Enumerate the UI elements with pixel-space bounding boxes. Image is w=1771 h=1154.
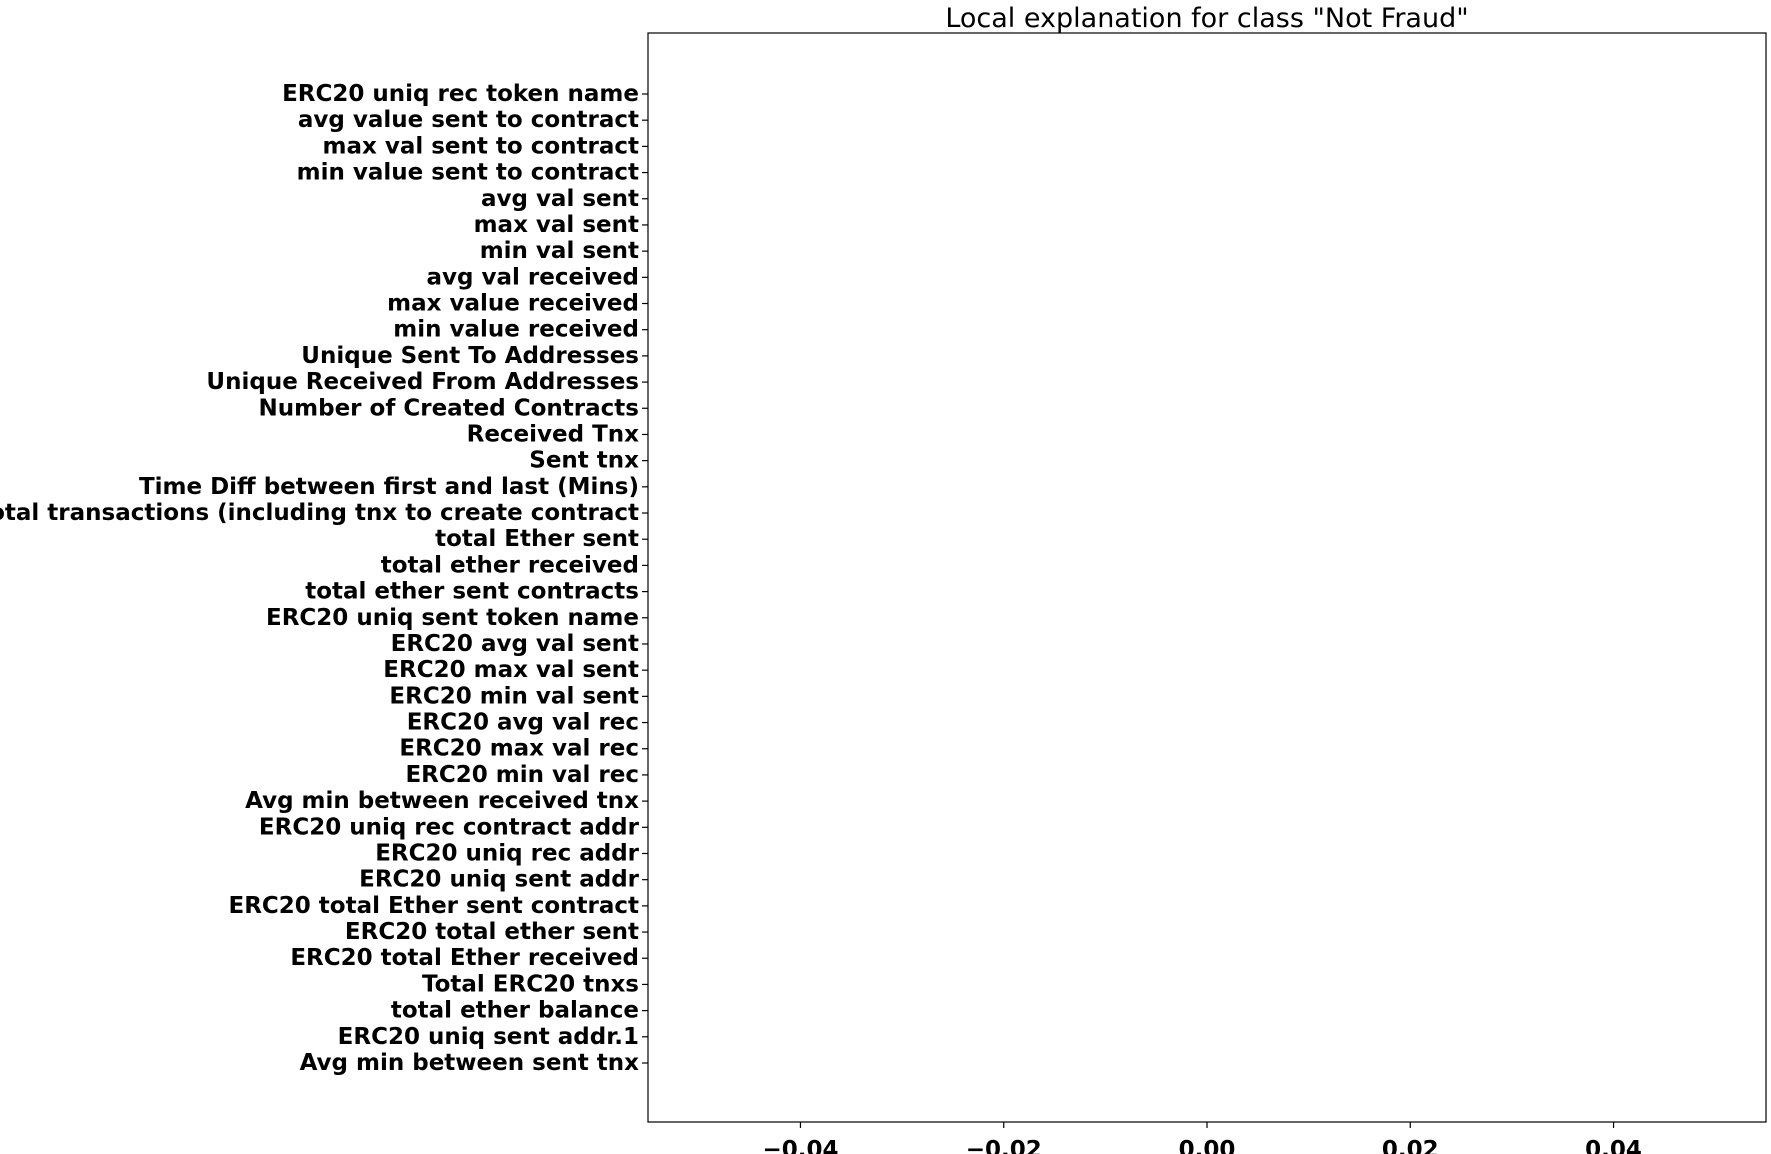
y-tick-label: total Ether sent xyxy=(435,526,639,552)
y-tick-label: total ether balance xyxy=(391,998,639,1024)
y-tick-label: Time Diff between first and last (Mins) xyxy=(139,474,639,500)
y-tick-label: max val sent to contract xyxy=(323,133,640,159)
y-tick-label: ERC20 total ether sent xyxy=(345,919,639,945)
y-tick-label: ERC20 max val rec xyxy=(399,736,639,762)
y-tick-label: Unique Received From Addresses xyxy=(206,369,639,395)
y-tick-label: ERC20 total Ether received xyxy=(290,945,639,971)
y-tick-label: Unique Sent To Addresses xyxy=(301,343,639,369)
y-tick-label: ERC20 avg val rec xyxy=(407,710,639,736)
x-tick-label: 0.02 xyxy=(1382,1137,1439,1154)
y-tick-label: total ether sent contracts xyxy=(305,579,639,605)
y-tick-label: Sent tnx xyxy=(529,448,639,474)
y-tick-label: ERC20 uniq rec addr xyxy=(375,840,639,866)
x-tick-label: 0.00 xyxy=(1179,1137,1236,1154)
x-tick-label: 0.04 xyxy=(1585,1137,1642,1154)
y-tick-label: Number of Created Contracts xyxy=(259,395,639,421)
y-tick-label: ERC20 min val sent xyxy=(389,683,639,709)
y-tick-label: total transactions (including tnx to cre… xyxy=(0,500,639,526)
y-tick-label: ERC20 uniq sent addr xyxy=(359,867,640,893)
y-tick-label: Received Tnx xyxy=(467,421,640,447)
x-tick-label: −0.04 xyxy=(762,1137,838,1154)
y-tick-label: ERC20 uniq sent token name xyxy=(266,605,639,631)
y-tick-label: ERC20 avg val sent xyxy=(391,631,639,657)
y-tick-label: avg value sent to contract xyxy=(298,107,639,133)
y-tick-label: max val sent xyxy=(474,212,639,238)
y-tick-label: max value received xyxy=(387,291,639,317)
x-axis: −0.04 −0.02 0.00 0.02 0.04 xyxy=(762,1122,1642,1154)
y-tick-label: ERC20 max val sent xyxy=(383,657,639,683)
chart-title: Local explanation for class "Not Fraud" xyxy=(945,3,1468,34)
y-tick-label: avg val sent xyxy=(481,186,639,212)
y-tick-label: Avg min between received tnx xyxy=(245,788,639,814)
y-tick-label: ERC20 uniq rec contract addr xyxy=(259,814,640,840)
y-tick-label: ERC20 uniq rec token name xyxy=(282,81,639,107)
y-tick-label: min value sent to contract xyxy=(297,160,639,186)
plot-area xyxy=(647,32,1767,1123)
y-tick-label: avg val received xyxy=(426,264,639,290)
y-tick-label: Avg min between sent tnx xyxy=(300,1050,640,1076)
y-tick-label: ERC20 total Ether sent contract xyxy=(228,893,639,919)
y-tick-label: ERC20 min val rec xyxy=(405,762,639,788)
x-tick-label: −0.02 xyxy=(966,1137,1042,1154)
y-tick-label: ERC20 uniq sent addr.1 xyxy=(338,1024,639,1050)
y-tick-label: min value received xyxy=(393,317,639,343)
y-tick-label: total ether received xyxy=(381,552,639,578)
y-tick-label: min val sent xyxy=(480,238,639,264)
y-tick-label: Total ERC20 tnxs xyxy=(422,971,639,997)
